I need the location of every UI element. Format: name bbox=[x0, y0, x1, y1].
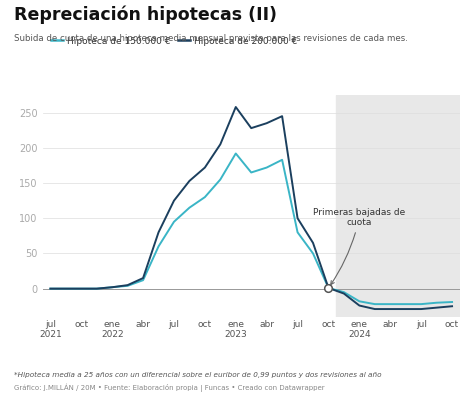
Bar bbox=[336, 95, 460, 317]
Text: Gráfico: J.MILLÁN / 20M • Fuente: Elaboración propia | Funcas • Creado con Dataw: Gráfico: J.MILLÁN / 20M • Fuente: Elabor… bbox=[14, 384, 325, 392]
Text: *Hipoteca media a 25 años con un diferencial sobre el euribor de 0,99 puntos y d: *Hipoteca media a 25 años con un diferen… bbox=[14, 372, 382, 378]
Text: Repreciación hipotecas (II): Repreciación hipotecas (II) bbox=[14, 6, 277, 25]
Text: Subida de cuota de una hipoteca media mensual prevista para las revisiones de ca: Subida de cuota de una hipoteca media me… bbox=[14, 34, 408, 43]
Legend: Hipoteca de 150.000 €, Hipoteca de 200.000 €: Hipoteca de 150.000 €, Hipoteca de 200.0… bbox=[47, 33, 301, 49]
Text: Primeras bajadas de
cuota: Primeras bajadas de cuota bbox=[313, 208, 405, 285]
